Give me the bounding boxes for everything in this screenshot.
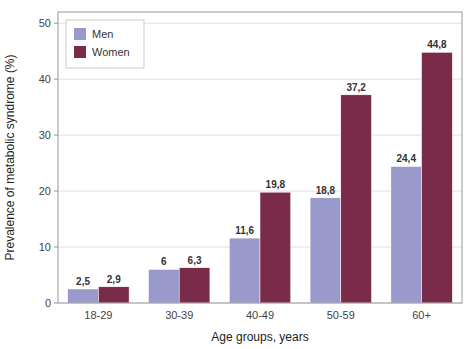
tick-label: 0 — [45, 297, 51, 309]
bar — [260, 192, 291, 303]
bar — [68, 289, 99, 303]
data-label: 44,8 — [427, 39, 447, 50]
grid-line — [58, 79, 462, 80]
data-label: 11,6 — [235, 225, 254, 236]
bar — [391, 166, 422, 303]
tick-label: 30 — [39, 129, 51, 141]
data-label: 6 — [161, 256, 167, 267]
x-axis: 18-29 30-39 40-49 50-59 60+ — [84, 309, 431, 321]
bar — [229, 238, 260, 303]
tick — [54, 303, 58, 304]
bar — [422, 52, 453, 303]
data-label: 18,8 — [316, 185, 336, 196]
tick-label: 60+ — [412, 309, 431, 321]
tick-label: 20 — [39, 185, 51, 197]
tick — [54, 135, 58, 136]
tick-label: 40 — [39, 73, 51, 85]
legend-label: Men — [92, 28, 113, 40]
grid-line — [58, 135, 462, 136]
bar — [179, 268, 210, 303]
bar — [98, 287, 129, 303]
tick — [54, 79, 58, 80]
chart: 2,5 6 11,6 18,8 24,4 2,9 6,3 19,8 37,2 44,8 0 10 20 3… — [0, 0, 474, 349]
bar — [341, 95, 372, 303]
data-label: 37,2 — [346, 82, 366, 93]
plot-frame — [58, 12, 462, 303]
y-axis: 0 10 20 30 40 50 — [39, 17, 58, 309]
legend-swatch — [74, 28, 86, 40]
data-labels: 2,5 6 11,6 18,8 24,4 2,9 6,3 19,8 37,2 44,8 — [76, 39, 447, 287]
data-label: 6,3 — [188, 255, 202, 266]
y-axis-label: Prevalence of metabolic syndrome (%) — [3, 54, 17, 260]
tick-label: 18-29 — [84, 309, 112, 321]
bar — [148, 269, 179, 303]
tick — [54, 23, 58, 24]
tick-label: 40-49 — [246, 309, 274, 321]
bar — [310, 198, 341, 303]
data-label: 2,5 — [76, 276, 90, 287]
tick-label: 50 — [39, 17, 51, 29]
bars — [68, 52, 453, 303]
tick-label: 50-59 — [327, 309, 355, 321]
x-axis-label: Age groups, years — [211, 330, 308, 344]
tick — [54, 191, 58, 192]
data-label: 24,4 — [397, 153, 417, 164]
legend-swatch — [74, 46, 86, 58]
tick-label: 30-39 — [165, 309, 193, 321]
tick-label: 10 — [39, 241, 51, 253]
legend-box — [66, 20, 144, 68]
data-label: 2,9 — [107, 274, 121, 285]
tick — [54, 247, 58, 248]
data-label: 19,8 — [266, 179, 286, 190]
legend-label: Women — [92, 46, 130, 58]
legend: Men Women — [66, 20, 144, 68]
